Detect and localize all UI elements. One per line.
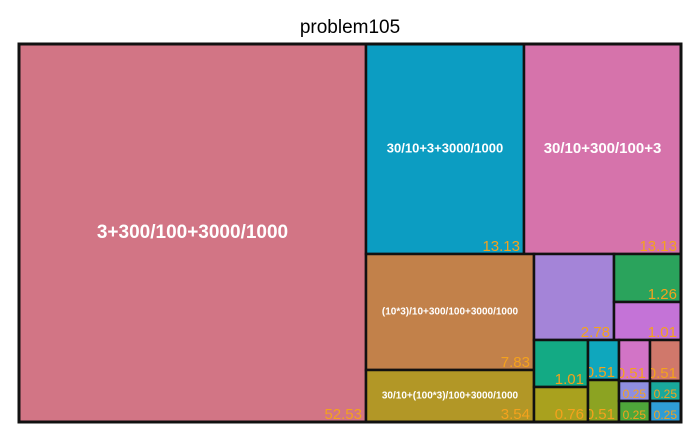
treemap-tile-value: 52.53 bbox=[324, 406, 362, 423]
treemap-tile-label: 30/10+300/100+3 bbox=[544, 140, 662, 157]
treemap-tile-value: 13.13 bbox=[639, 238, 677, 255]
treemap-tile-rect bbox=[617, 338, 652, 383]
treemap-tile: 30/10+(100*3)/100+3000/1000 3.54 bbox=[364, 368, 536, 424]
treemap-tile-value: 0.76 bbox=[555, 406, 584, 423]
treemap-tile-value: 3.54 bbox=[501, 406, 530, 423]
treemap-tile-rect bbox=[648, 338, 683, 383]
treemap-tile-value: 1.01 bbox=[555, 371, 584, 388]
treemap-tile: (10*3)/10+300/100+3000/1000 7.83 bbox=[364, 252, 536, 372]
treemap-tile-value: 0.25 bbox=[654, 408, 678, 422]
treemap-tile: 0.25 bbox=[617, 379, 652, 403]
treemap-tile-rect bbox=[532, 252, 616, 342]
treemap-tile: 30/10+300/100+3 13.13 bbox=[522, 42, 683, 256]
treemap-tile: 1.01 bbox=[532, 338, 590, 389]
treemap-tile-label: 30/10+(100*3)/100+3000/1000 bbox=[382, 391, 519, 402]
treemap-tile-value: 0.25 bbox=[654, 387, 678, 401]
treemap-tile-label: 3+300/100+3000/1000 bbox=[97, 222, 288, 243]
treemap-tile-value: 1.01 bbox=[648, 324, 677, 341]
treemap-tile-label: (10*3)/10+300/100+3000/1000 bbox=[382, 307, 519, 318]
treemap-tile-label: 30/10+3+3000/1000 bbox=[387, 140, 503, 155]
treemap-tile: 3+300/100+3000/1000 52.53 bbox=[17, 42, 368, 424]
treemap-tile: 0.76 bbox=[532, 385, 590, 424]
treemap-tile-value: 1.26 bbox=[648, 286, 677, 303]
treemap-tile: 2.78 bbox=[532, 252, 616, 342]
treemap-tile: 0.51 bbox=[648, 338, 683, 383]
treemap-tile: 1.01 bbox=[612, 300, 683, 342]
treemap-tile-value: 2.78 bbox=[581, 324, 610, 341]
treemap-tile-value: 0.51 bbox=[617, 365, 646, 382]
treemap-tile: 1.26 bbox=[612, 252, 683, 304]
treemap-tile-value: 7.83 bbox=[501, 354, 530, 371]
chart-title: problem105 bbox=[299, 17, 401, 38]
treemap-tile-value: 0.25 bbox=[623, 408, 647, 422]
treemap-tile: 0.51 bbox=[617, 338, 652, 383]
treemap-tile: 0.51 bbox=[586, 378, 621, 424]
treemap-tile-value: 13.13 bbox=[482, 238, 520, 255]
treemap-tile-value: 0.51 bbox=[586, 406, 615, 423]
treemap-tile: 0.51 bbox=[586, 338, 621, 382]
treemap-tile-rect bbox=[586, 338, 621, 382]
treemap-tile: 0.25 bbox=[617, 399, 652, 424]
treemap-tile: 30/10+3+3000/1000 13.13 bbox=[364, 42, 526, 256]
treemap-tile-rect bbox=[532, 338, 590, 389]
treemap-tile-value: 0.25 bbox=[623, 387, 647, 401]
treemap-frame bbox=[17, 42, 683, 424]
treemap-tile-rect bbox=[612, 252, 683, 304]
treemap-tile: 0.25 bbox=[648, 379, 683, 403]
treemap-tile-value: 0.51 bbox=[586, 364, 615, 381]
treemap-tile-value: 0.51 bbox=[648, 365, 677, 382]
treemap-tile: 0.25 bbox=[648, 399, 683, 424]
